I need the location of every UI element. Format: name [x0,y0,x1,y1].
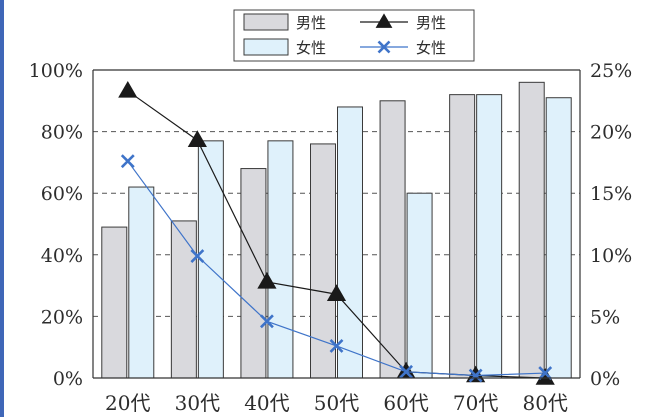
left-border-rule [0,0,4,417]
left-tick-label: 80% [41,122,83,144]
left-tick-label: 100% [29,60,83,82]
gridlines [93,69,580,317]
point-female [190,249,205,263]
left-tick-label: 40% [41,245,83,267]
tick-labels: 0% 20% 40% 60% 80% 100% 0% 5% 10% 15% 20% 25% 20代 30代… [29,60,633,415]
point-male [326,284,347,301]
bar-female [267,140,294,379]
bar-male [240,168,267,379]
point-female [399,364,413,379]
legend-label: 男性 [416,14,446,32]
x-tick-label: 30代 [175,391,220,415]
point-male [187,130,207,147]
point-male [257,271,277,289]
series-lines [118,81,555,385]
right-tick-label: 25% [590,60,632,82]
bar-male [518,81,545,379]
right-tick-label: 15% [590,183,632,205]
point-male [535,368,555,385]
bar-female [476,94,503,379]
legend-label: 男性 [296,14,326,32]
x-tick-label: 20代 [105,391,150,415]
left-tick-label: 0% [53,368,83,390]
bar-female [337,106,363,379]
point-female [120,154,135,169]
bar-female [545,97,572,379]
point-female [260,314,274,329]
bar-female [128,186,155,379]
bar-male [379,100,406,379]
point-male [118,81,138,98]
right-tick-label: 5% [590,306,620,328]
point-female [329,339,344,353]
legend-label: 女性 [416,39,446,57]
legend-marker-female [377,40,391,54]
legend-label: 女性 [296,39,326,57]
bar-male [101,226,128,379]
point-female [538,366,553,380]
x-tick-label: 40代 [244,391,289,415]
left-tick-label: 60% [41,183,83,205]
left-tick-label: 20% [41,306,83,328]
x-tick-label: 70代 [453,391,498,415]
right-tick-label: 10% [590,245,632,267]
x-tick-label: 50代 [314,391,359,415]
legend-swatch-male-bar [243,13,289,31]
bar-female [406,192,433,379]
bar-male [449,94,476,379]
bars [101,81,572,379]
point-female [468,368,483,383]
bar-male [170,220,197,379]
right-tick-label: 20% [590,122,632,144]
right-tick-label: 0% [590,368,620,390]
legend-marker-male [375,13,393,28]
x-tick-label: 60代 [383,391,428,415]
axes [92,69,581,379]
x-tick-label: 80代 [522,391,567,415]
legend-swatch-female-bar [243,38,289,56]
